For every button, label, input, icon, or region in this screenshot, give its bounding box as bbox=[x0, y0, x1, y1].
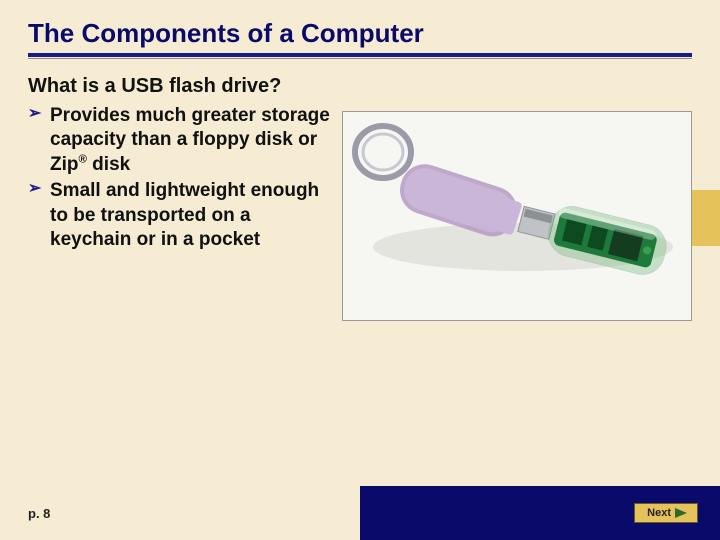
footer-accent: Next bbox=[360, 486, 720, 540]
next-button[interactable]: Next bbox=[634, 503, 698, 523]
image-column bbox=[342, 111, 692, 321]
subheading: What is a USB flash drive? bbox=[28, 75, 334, 98]
arrow-right-icon bbox=[675, 508, 687, 518]
content-row: What is a USB flash drive? Provides much… bbox=[28, 75, 692, 321]
text-column: What is a USB flash drive? Provides much… bbox=[28, 75, 342, 254]
bullet-text: Provides much greater storage capacity t… bbox=[50, 105, 330, 175]
footer-bar: p. 8 Next bbox=[0, 486, 720, 540]
bullet-text: Small and lightweight enough to be trans… bbox=[50, 180, 319, 250]
usb-flash-drive-image bbox=[342, 111, 692, 321]
bullet-item: Provides much greater storage capacity t… bbox=[28, 104, 334, 177]
title-underline bbox=[28, 53, 692, 59]
bullet-list: Provides much greater storage capacity t… bbox=[28, 104, 334, 252]
slide: The Components of a Computer What is a U… bbox=[0, 0, 720, 540]
next-button-label: Next bbox=[647, 507, 671, 519]
bullet-item: Small and lightweight enough to be trans… bbox=[28, 179, 334, 252]
slide-title: The Components of a Computer bbox=[28, 18, 692, 49]
page-reference: p. 8 bbox=[0, 506, 360, 521]
